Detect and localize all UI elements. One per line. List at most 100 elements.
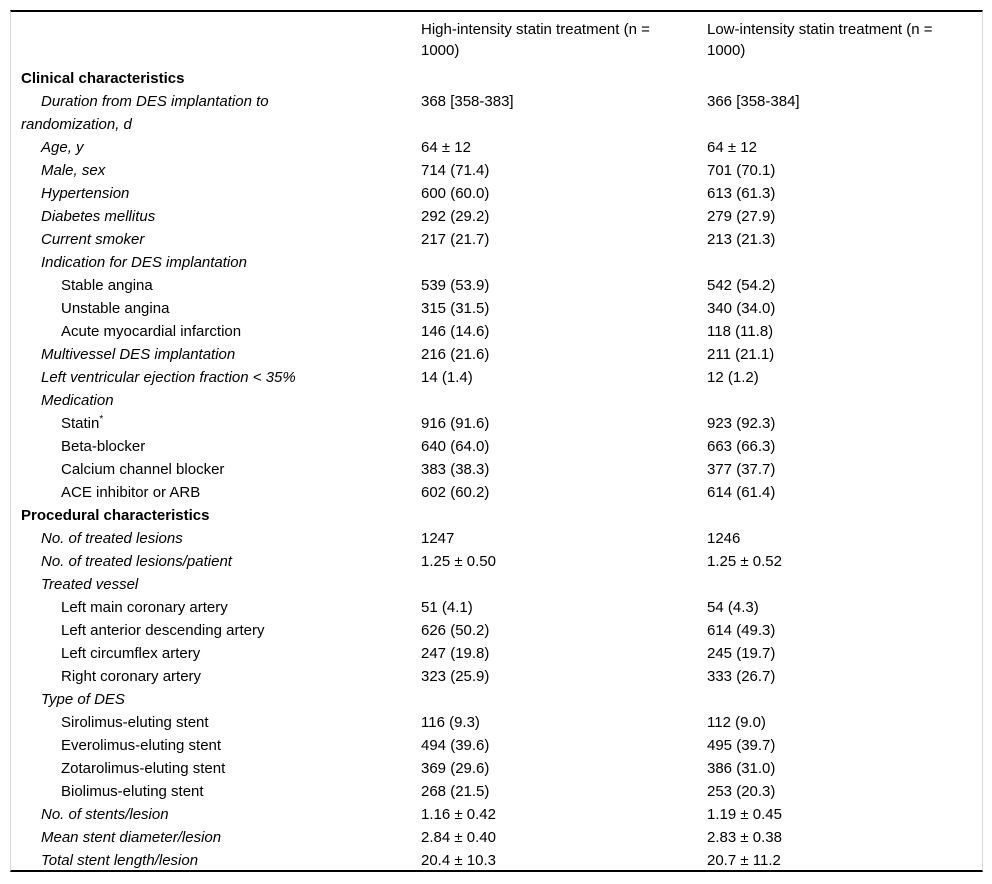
row-value-high-intensity: 292 (29.2): [421, 208, 490, 225]
table-row: Left anterior descending artery 626 (50.…: [11, 619, 982, 642]
row-label: Biolimus-eluting stent: [11, 780, 421, 803]
row-value-low-intensity: 614 (61.4): [707, 484, 776, 501]
row-label: Age, y: [11, 136, 421, 159]
row-value-low-intensity: 118 (11.8): [707, 323, 774, 340]
row-value-high-intensity: 539 (53.9): [421, 277, 490, 294]
table-row: Duration from DES implantation to random…: [11, 90, 982, 136]
row-label: ACE inhibitor or ARB: [11, 481, 421, 504]
row-label: Unstable angina: [11, 297, 421, 320]
row-value-low-intensity: 64 ± 12: [707, 139, 757, 156]
row-value-high-intensity: [421, 251, 707, 274]
row-label: Total stent length/lesion: [11, 849, 421, 870]
table-row: No. of stents/lesion 1.16 ± 0.42 1.19 ± …: [11, 803, 982, 826]
table-row: Mean stent diameter/lesion 2.84 ± 0.40 2…: [11, 826, 982, 849]
row-value-high-intensity: 368 [358-383]: [421, 93, 514, 110]
row-value-low-intensity: 245 (19.7): [707, 645, 776, 662]
table-row: Multivessel DES implantation 216 (21.6) …: [11, 343, 982, 366]
row-value-high-intensity: 146 (14.6): [421, 323, 490, 340]
row-label: Left anterior descending artery: [11, 619, 421, 642]
row-label-text: No. of treated lesions: [41, 530, 183, 547]
header-low-intensity: Low-intensity statin treatment (n = 1000…: [707, 21, 933, 59]
table-row: ACE inhibitor or ARB 602 (60.2) 614 (61.…: [11, 481, 982, 504]
table-row: Total stent length/lesion 20.4 ± 10.3 20…: [11, 849, 982, 870]
row-value-low-intensity: 614 (49.3): [707, 622, 776, 639]
row-value-low-intensity: [707, 688, 982, 711]
row-label: Clinical characteristics: [11, 67, 421, 90]
row-value-high-intensity: 51 (4.1): [421, 599, 473, 616]
row-label-text: Left main coronary artery: [61, 599, 228, 616]
row-label-text: Right coronary artery: [61, 668, 202, 685]
table-row: Procedural characteristics: [11, 504, 982, 527]
row-value-low-intensity: 701 (70.1): [707, 162, 776, 179]
row-label-text: Stable angina: [61, 277, 153, 294]
row-value-high-intensity: [421, 389, 707, 412]
header-high-intensity: High-intensity statin treatment (n = 100…: [421, 21, 650, 59]
row-value-low-intensity: 112 (9.0): [707, 714, 766, 731]
table-row: Type of DES: [11, 688, 982, 711]
table-row: Current smoker 217 (21.7) 213 (21.3): [11, 228, 982, 251]
row-label-text: Statin: [61, 415, 100, 432]
table-body: Clinical characteristics Duration from D…: [11, 67, 982, 870]
row-label-text: Total stent length/lesion: [41, 852, 199, 869]
row-value-low-intensity: 377 (37.7): [707, 461, 776, 478]
row-label-text: Zotarolimus-eluting stent: [61, 760, 226, 777]
table-row: Left ventricular ejection fraction < 35%…: [11, 366, 982, 389]
row-value-low-intensity: 211 (21.1): [707, 346, 775, 363]
row-value-low-intensity: 333 (26.7): [707, 668, 776, 685]
table-row: Hypertension 600 (60.0) 613 (61.3): [11, 182, 982, 205]
row-value-low-intensity: 495 (39.7): [707, 737, 776, 754]
row-value-high-intensity: 602 (60.2): [421, 484, 490, 501]
row-label-text: Left anterior descending artery: [61, 622, 265, 639]
table-row: Zotarolimus-eluting stent 369 (29.6) 386…: [11, 757, 982, 780]
row-label-text: Current smoker: [41, 231, 145, 248]
row-label-text: Procedural characteristics: [21, 507, 210, 524]
row-label: Everolimus-eluting stent: [11, 734, 421, 757]
baseline-characteristics-table: High-intensity statin treatment (n = 100…: [10, 10, 983, 872]
row-value-high-intensity: 247 (19.8): [421, 645, 490, 662]
row-value-low-intensity: 1246: [707, 530, 741, 547]
table-row: Sirolimus-eluting stent 116 (9.3) 112 (9…: [11, 711, 982, 734]
table-row: Age, y 64 ± 12 64 ± 12: [11, 136, 982, 159]
row-label-text: Diabetes mellitus: [41, 208, 156, 225]
row-value-low-intensity: 386 (31.0): [707, 760, 776, 777]
row-label: Multivessel DES implantation: [11, 343, 421, 366]
header-empty-cell: [11, 12, 421, 67]
table-row: Medication: [11, 389, 982, 412]
table-row: Clinical characteristics: [11, 67, 982, 90]
row-label-text: Age, y: [41, 139, 84, 156]
row-value-high-intensity: [421, 573, 707, 596]
row-label: Zotarolimus-eluting stent: [11, 757, 421, 780]
row-label: Treated vessel: [11, 573, 421, 596]
header-row: High-intensity statin treatment (n = 100…: [11, 12, 982, 67]
table-row: Right coronary artery 323 (25.9) 333 (26…: [11, 665, 982, 688]
row-value-high-intensity: 1247: [421, 530, 455, 547]
row-label-text: Left ventricular ejection fraction < 35%: [41, 369, 296, 386]
row-value-high-intensity: 369 (29.6): [421, 760, 490, 777]
row-value-low-intensity: 279 (27.9): [707, 208, 776, 225]
row-label-text: Biolimus-eluting stent: [61, 783, 204, 800]
row-label-text: Everolimus-eluting stent: [61, 737, 222, 754]
row-label: Male, sex: [11, 159, 421, 182]
row-value-high-intensity: 916 (91.6): [421, 415, 490, 432]
row-label: No. of treated lesions/patient: [11, 550, 421, 573]
row-value-low-intensity: [707, 67, 982, 90]
row-label: Procedural characteristics: [11, 504, 421, 527]
row-value-high-intensity: [421, 67, 707, 90]
row-label: Statin*: [11, 412, 421, 435]
row-label-text: Multivessel DES implantation: [41, 346, 236, 363]
row-value-high-intensity: 640 (64.0): [421, 438, 490, 455]
row-label: Beta-blocker: [11, 435, 421, 458]
row-label-text: Acute myocardial infarction: [61, 323, 242, 340]
row-label: Calcium channel blocker: [11, 458, 421, 481]
row-value-high-intensity: 714 (71.4): [421, 162, 490, 179]
row-label-text: No. of treated lesions/patient: [41, 553, 232, 570]
row-label-text: Left circumflex artery: [61, 645, 201, 662]
row-value-high-intensity: 116 (9.3): [421, 714, 480, 731]
row-value-high-intensity: 600 (60.0): [421, 185, 490, 202]
row-label: Medication: [11, 389, 421, 412]
table-row: No. of treated lesions 1247 1246: [11, 527, 982, 550]
row-value-high-intensity: 2.84 ± 0.40: [421, 829, 496, 846]
row-label: Left main coronary artery: [11, 596, 421, 619]
row-label-text: Hypertension: [41, 185, 130, 202]
table-row: Everolimus-eluting stent 494 (39.6) 495 …: [11, 734, 982, 757]
